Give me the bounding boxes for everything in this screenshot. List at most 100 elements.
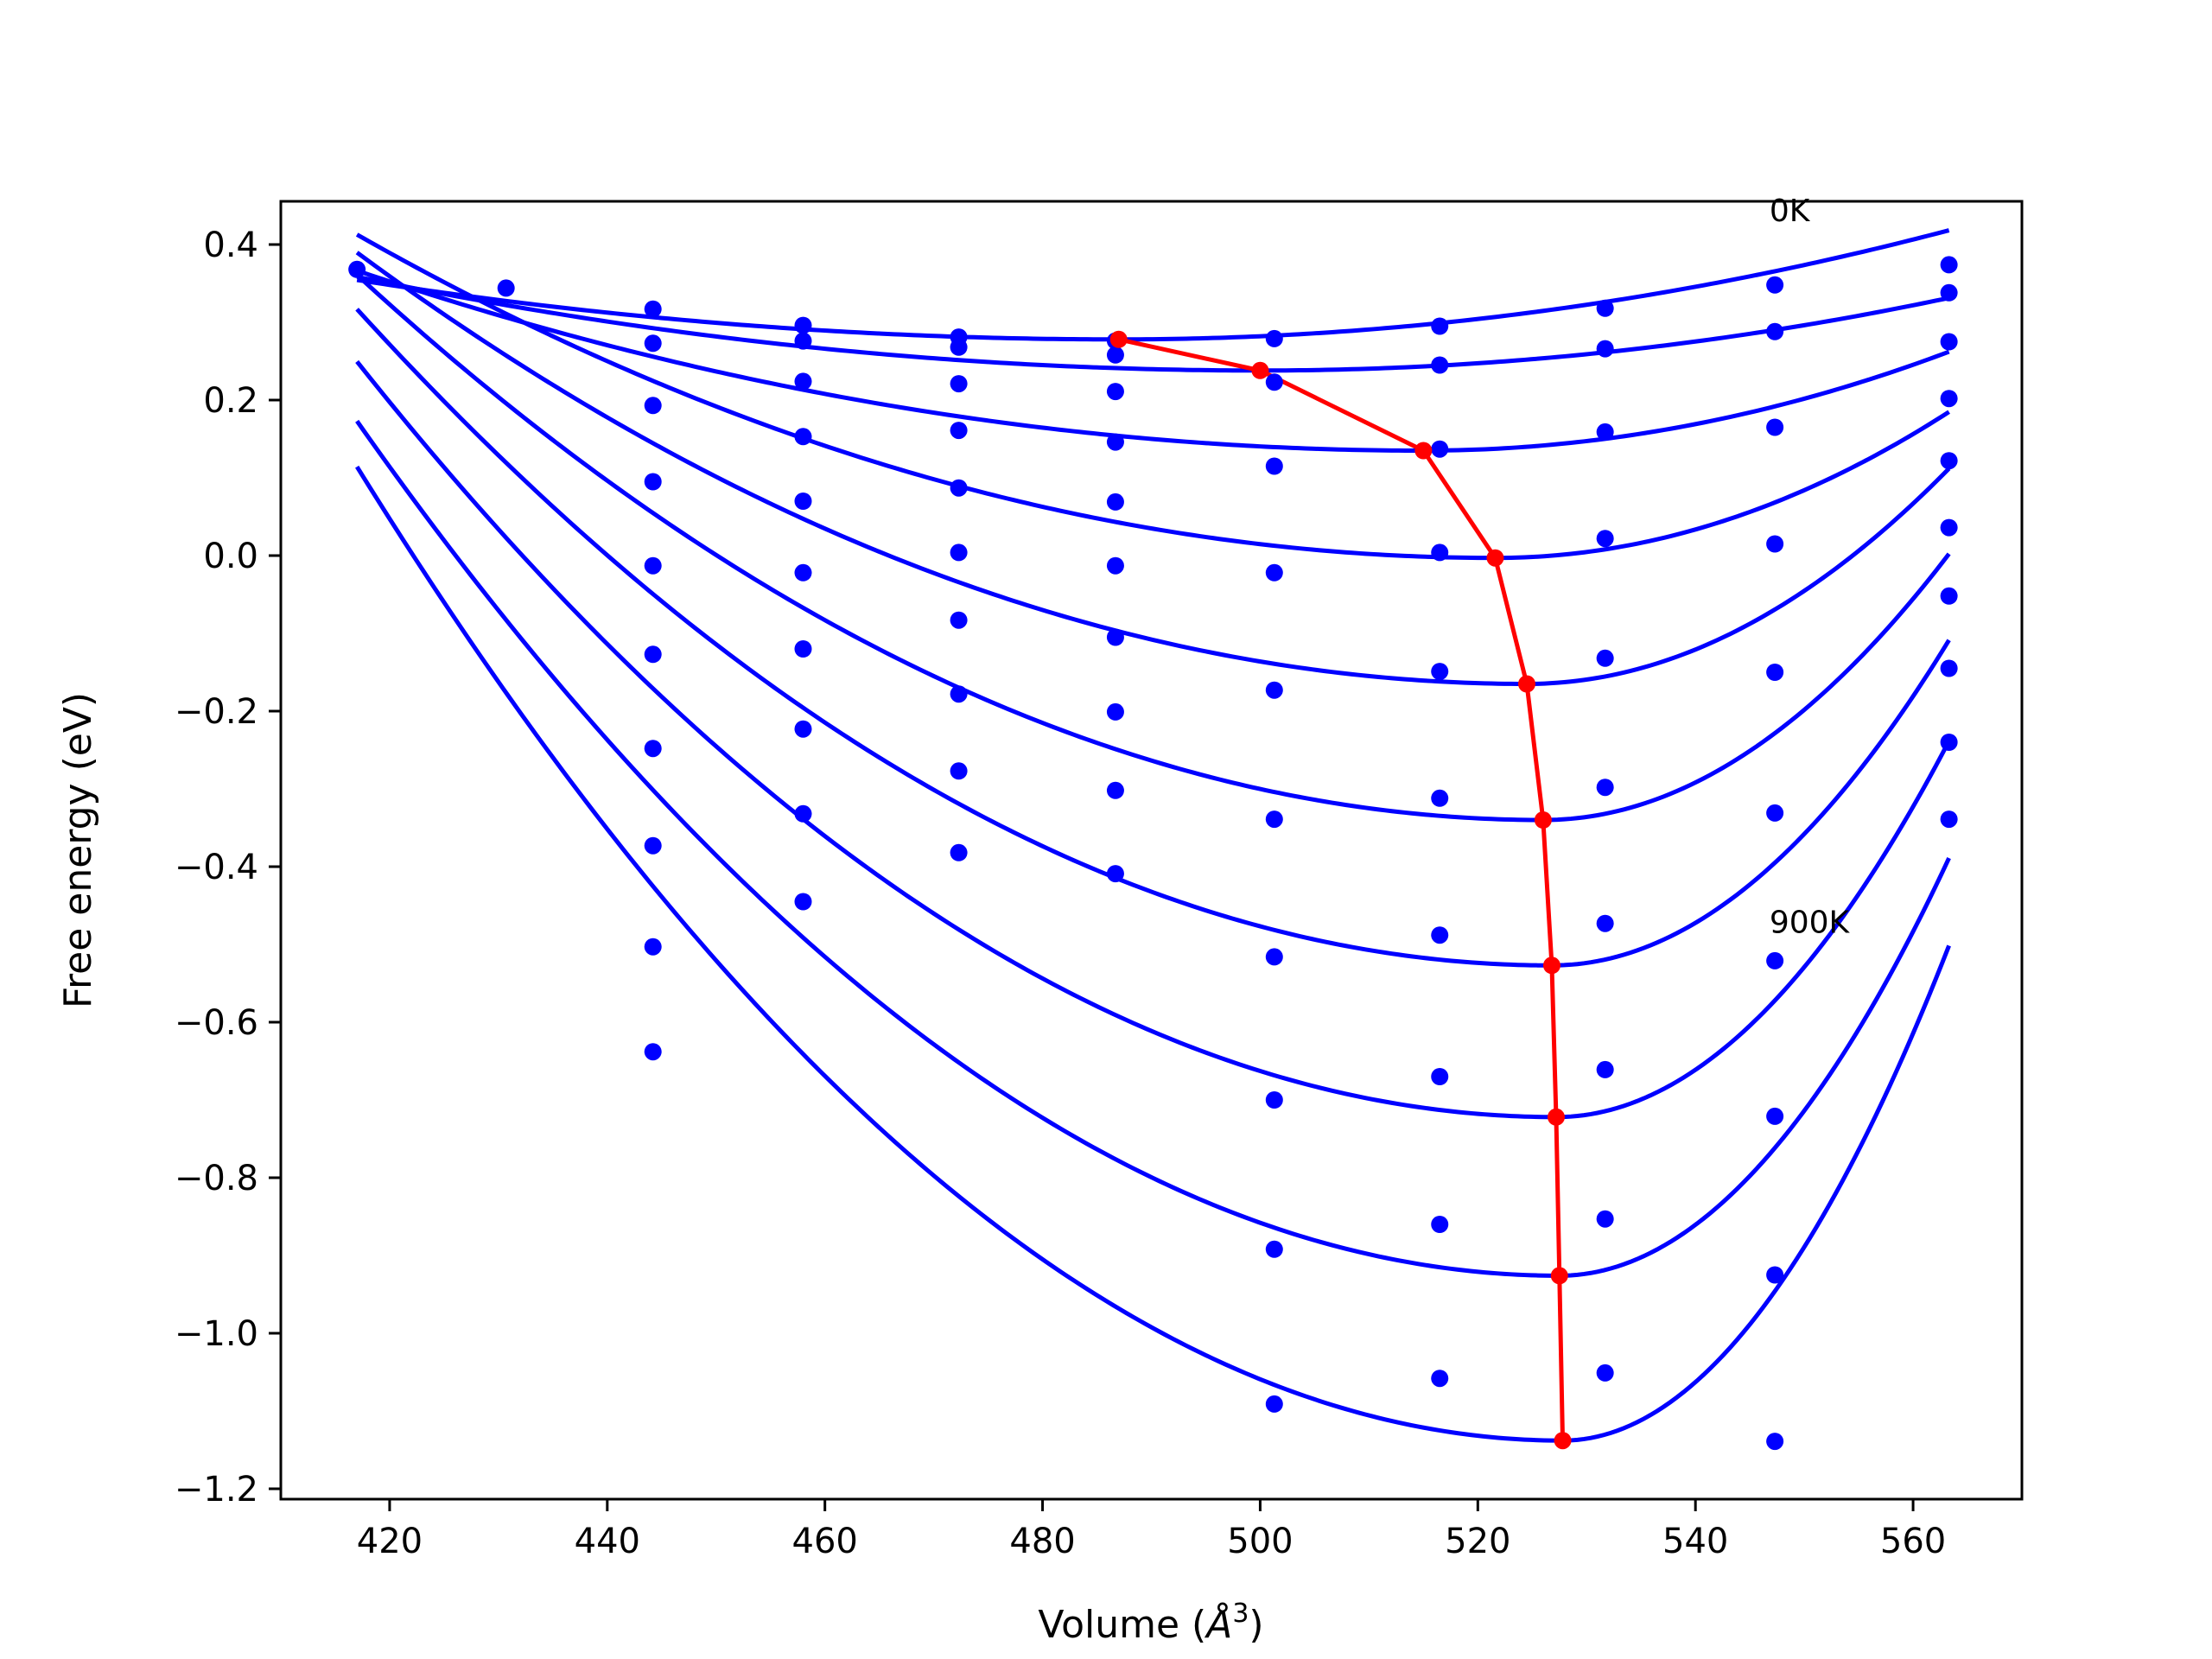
data-point [794,563,812,582]
x-tick-label: 480 [1009,1522,1075,1561]
data-point [950,479,968,497]
fit-curve-2 [356,268,1950,453]
data-point [1766,418,1784,436]
data-point [1596,649,1614,667]
fit-curve-1 [356,274,1950,373]
fit-curves [355,228,1951,1443]
data-point [1940,734,1958,751]
data-point [950,843,968,861]
plot-frame [279,200,2024,1501]
data-point [1766,276,1784,294]
fit-curve-9 [355,465,1951,1443]
data-point [1766,951,1784,969]
y-tick-label: −1.2 [175,1470,258,1510]
data-point [644,473,662,491]
data-point [1431,663,1449,681]
data-point [1265,681,1283,699]
data-point [950,422,968,440]
minimum-point [1486,549,1504,567]
data-point [1265,329,1283,347]
data-point [1766,1107,1784,1125]
data-point [794,316,812,334]
data-point [644,740,662,758]
x-axis-label: Volume (Å3) [1038,1599,1263,1647]
data-point [1431,543,1449,562]
data-point [794,893,812,911]
data-point [950,611,968,629]
data-point [644,300,662,318]
data-point [1265,373,1283,391]
minimum-point [1550,1267,1568,1285]
y-tick-label: 0.0 [203,537,258,576]
data-point [1596,530,1614,548]
data-point [644,938,662,956]
data-point [794,720,812,738]
data-point [1106,702,1124,721]
data-point [1940,256,1958,274]
data-point [1265,1395,1283,1413]
minimum-point [1517,675,1535,693]
data-point [1766,322,1784,340]
data-point [644,836,662,855]
data-point [1106,346,1124,364]
data-point [1766,664,1784,681]
data-point [1940,452,1958,470]
data-point [1596,1363,1614,1382]
data-point [1596,1060,1614,1078]
minimum-point [1542,957,1560,975]
annotations: 0K 900K [1770,194,1851,941]
data-point [644,556,662,575]
data-point [644,1043,662,1061]
data-point [1766,804,1784,822]
data-point [1596,299,1614,317]
minima-line [1118,337,1566,1441]
fit-curve-6 [355,308,1951,968]
data-point [1431,1216,1449,1233]
data-point [794,428,812,446]
x-tick-label: 520 [1445,1522,1510,1561]
data-point [1940,587,1958,605]
data-point [644,645,662,664]
minimum-point [1554,1432,1572,1450]
data-point [1431,440,1449,458]
data-point [794,332,812,350]
data-point [1265,563,1283,582]
data-point [1265,1091,1283,1109]
data-point [794,493,812,510]
fit-curve-8 [355,419,1951,1278]
y-tick-label: −0.2 [175,692,258,732]
minima-points [1109,330,1572,1450]
minimum-point [1414,442,1433,460]
data-point [1940,333,1958,351]
data-point [1106,433,1124,451]
data-point [1596,779,1614,797]
y-tick-label: −0.4 [175,848,258,887]
data-point [1940,390,1958,408]
data-point [1766,535,1784,553]
data-point [1940,283,1958,302]
data-point [1106,781,1124,799]
data-point [1106,865,1124,883]
data-point [1766,1266,1784,1284]
x-tick-label: 560 [1880,1522,1946,1561]
data-points [348,256,1958,1451]
x-tick-label: 460 [792,1522,858,1561]
data-point [1596,340,1614,358]
data-point [1431,356,1449,374]
data-point [497,279,515,297]
data-point [794,640,812,658]
data-point [1596,914,1614,932]
y-tick-label: −0.8 [175,1159,258,1198]
data-point [1265,948,1283,966]
data-point [950,375,968,393]
fit-curve-4 [355,251,1951,687]
data-point [1106,493,1124,511]
x-tick-label: 500 [1227,1522,1293,1561]
annotation-label: 900K [1770,906,1851,941]
data-point [1106,556,1124,575]
y-tick-label: −0.6 [175,1003,258,1043]
data-point [1596,1210,1614,1228]
data-point [950,685,968,703]
fit-curve-5 [355,273,1951,823]
